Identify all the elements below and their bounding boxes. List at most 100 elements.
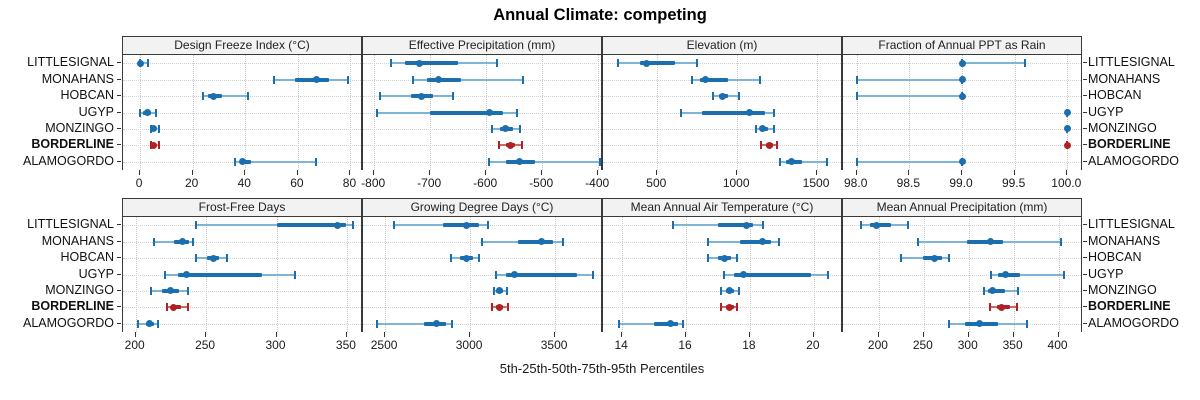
- whisker-cap: [900, 254, 903, 263]
- median-dot: [333, 221, 341, 229]
- median-dot: [958, 92, 966, 100]
- whisker-cap: [777, 237, 780, 246]
- axis-tick: [961, 170, 962, 175]
- bar-25th-75th: [869, 223, 892, 228]
- row-tick-right: [1083, 78, 1087, 80]
- gridline-h: [363, 323, 601, 325]
- site-label-right: UGYP: [1088, 104, 1124, 119]
- site-label-right: MONZINGO: [1088, 282, 1157, 297]
- gridline-h: [123, 63, 361, 65]
- median-dot: [998, 303, 1006, 311]
- site-label-right: BORDERLINE: [1088, 137, 1171, 152]
- axis-tick-label: 400: [1047, 338, 1068, 352]
- median-dot: [787, 158, 795, 166]
- whisker-cap: [691, 75, 694, 84]
- whisker-5th-95th: [618, 322, 683, 325]
- panel-4: Frost-Free Days: [122, 198, 362, 332]
- whisker-cap: [481, 237, 483, 246]
- whisker-cap: [492, 286, 495, 295]
- whisker-cap: [486, 221, 489, 230]
- panel-title: Growing Degree Days (°C): [363, 199, 601, 217]
- gridline-h: [363, 307, 601, 309]
- median-dot: [642, 59, 650, 67]
- median-dot: [435, 76, 443, 84]
- median-dot: [976, 320, 983, 328]
- median-dot: [149, 141, 157, 149]
- gridline-h: [123, 258, 361, 260]
- row-tick-left: [117, 62, 121, 64]
- axis-tick: [373, 170, 375, 175]
- whisker-cap: [736, 254, 739, 263]
- site-label-left: HOBCAN: [60, 88, 114, 103]
- row-tick-left: [117, 111, 121, 113]
- row-tick-left: [117, 160, 121, 162]
- bar-25th-75th: [740, 239, 771, 244]
- median-dot: [725, 287, 733, 295]
- site-label-right: MONZINGO: [1088, 120, 1157, 135]
- whisker-cap: [450, 254, 453, 263]
- axis-tick: [1013, 170, 1015, 175]
- whisker-cap: [186, 303, 189, 312]
- whisker-cap: [491, 303, 494, 312]
- whisker-cap: [498, 141, 501, 150]
- site-label-right: HOBCAN: [1088, 88, 1142, 103]
- whisker-cap: [157, 319, 160, 328]
- bar-25th-75th: [654, 321, 679, 326]
- panel-3: Fraction of Annual PPT as Rain: [842, 36, 1082, 170]
- whisker-cap: [760, 141, 763, 150]
- bar-25th-75th: [442, 223, 479, 228]
- whisker-5th-95th: [856, 95, 962, 98]
- site-label-left: BORDERLINE: [31, 299, 114, 314]
- whisker-cap: [351, 221, 354, 230]
- row-tick-left: [117, 224, 121, 226]
- median-dot: [740, 271, 748, 278]
- axis-tick-label: 250: [912, 338, 933, 352]
- median-dot: [759, 238, 767, 246]
- axis-tick: [812, 332, 814, 337]
- gridline-h: [363, 290, 601, 292]
- axis-tick-label: 350: [335, 338, 356, 352]
- site-label-left: LITTLESIGNAL: [27, 55, 114, 70]
- axis-tick: [296, 170, 298, 175]
- whisker-cap: [772, 108, 775, 117]
- axis-tick-label: 16: [678, 338, 692, 352]
- whisker-cap: [293, 270, 296, 279]
- whisker-cap: [378, 92, 381, 101]
- axis-tick-label: 98.0: [844, 176, 868, 190]
- whisker-cap: [917, 237, 920, 246]
- median-dot: [958, 76, 966, 84]
- axis-tick-label: -700: [417, 176, 442, 190]
- panel-title: Fraction of Annual PPT as Rain: [843, 37, 1081, 55]
- whisker-cap: [150, 286, 153, 295]
- whisker-cap: [737, 92, 740, 101]
- panel-title: Mean Annual Air Temperature (°C): [603, 199, 841, 217]
- median-dot: [210, 92, 218, 100]
- axis-tick: [1066, 170, 1068, 175]
- axis-tick-label: 14: [614, 338, 628, 352]
- axis-tick: [967, 332, 969, 337]
- axis-tick-label: 20: [185, 176, 199, 190]
- row-tick-right: [1083, 306, 1087, 308]
- median-dot: [432, 320, 440, 328]
- row-tick-left: [117, 78, 121, 80]
- axis-tick-label: 1500: [802, 176, 830, 190]
- axis-tick-label: 3000: [455, 338, 483, 352]
- median-dot: [1002, 271, 1010, 278]
- gridline-h: [363, 161, 601, 163]
- axis-tick-label: 99.5: [1001, 176, 1026, 190]
- axis-tick: [621, 332, 623, 337]
- bar-25th-75th: [998, 272, 1020, 277]
- gridline-h: [843, 290, 1081, 292]
- whisker-cap: [451, 319, 454, 328]
- whisker-cap: [617, 319, 620, 328]
- median-dot: [144, 109, 152, 116]
- whisker-cap: [488, 157, 490, 166]
- row-tick-left: [117, 144, 121, 146]
- gridline-h: [843, 128, 1081, 130]
- axis-tick: [485, 170, 487, 175]
- bar-25th-75th: [733, 272, 811, 277]
- whisker-cap: [736, 303, 739, 312]
- panel-body: [363, 217, 601, 332]
- site-label-left: MONAHANS: [41, 71, 114, 86]
- chart-title: Annual Climate: competing: [493, 6, 707, 24]
